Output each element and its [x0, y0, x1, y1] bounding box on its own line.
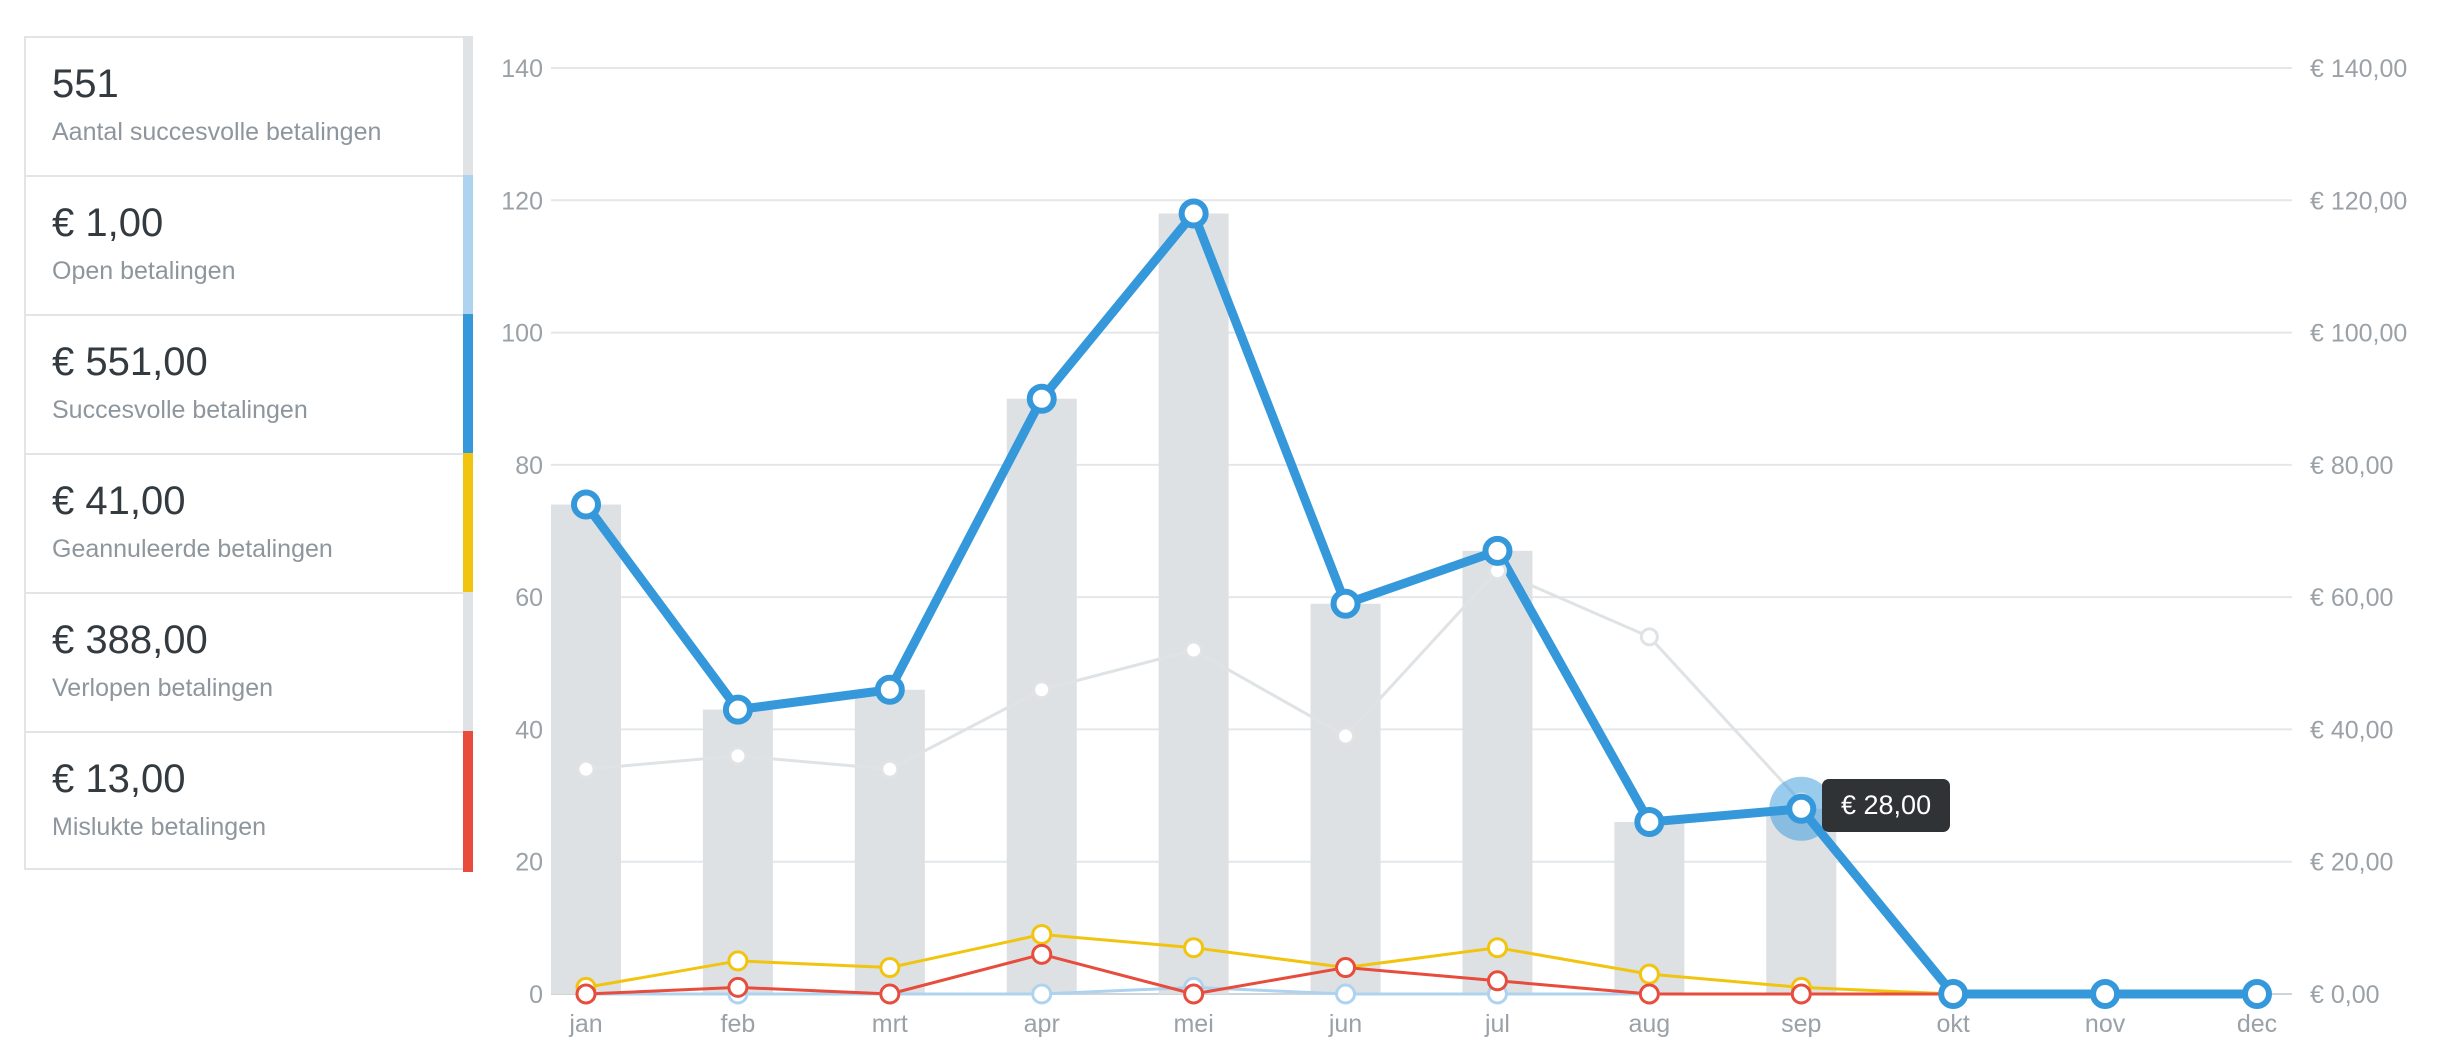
bar	[1310, 603, 1381, 994]
stat-color-indicator	[463, 731, 473, 872]
x-tick-label: jan	[568, 1010, 602, 1038]
data-point-failed	[879, 983, 901, 1005]
data-point-successful	[1482, 535, 1513, 566]
y2-tick-label: € 140,00	[2310, 55, 2407, 83]
x-tick-label: mei	[1173, 1010, 1213, 1038]
series-line-successful	[581, 209, 2262, 999]
stat-value: € 551,00	[52, 340, 208, 384]
data-point-successful	[571, 489, 601, 520]
y-tick-label: 40	[515, 716, 543, 744]
stat-color-indicator	[463, 175, 473, 314]
stat-label: Aantal succesvolle betalingen	[52, 118, 382, 146]
stat-value: € 41,00	[52, 479, 186, 523]
data-point-expired	[1184, 640, 1204, 660]
x-tick-label: apr	[1024, 1010, 1060, 1038]
stat-color-indicator	[463, 592, 473, 731]
x-tick-label: nov	[2085, 1010, 2126, 1038]
y-tick-label: 60	[515, 584, 543, 612]
data-point-failed	[1638, 983, 1660, 1005]
stat-label: Open betalingen	[52, 257, 236, 285]
y2-tick-label: € 120,00	[2310, 187, 2407, 215]
bar	[1158, 213, 1229, 994]
data-point-expired	[728, 746, 748, 766]
y2-tick-label: € 80,00	[2310, 452, 2393, 480]
y-tick-label: 140	[501, 55, 543, 83]
data-point-successful	[1786, 793, 1817, 824]
data-point-expired	[1639, 627, 1659, 647]
data-point-successful	[2090, 979, 2121, 1009]
y-tick-label: 120	[501, 187, 543, 215]
data-point-failed	[575, 983, 597, 1005]
data-point-successful	[1178, 198, 1209, 229]
data-point-successful	[722, 694, 753, 725]
x-tick-label: mrt	[872, 1010, 908, 1038]
y-tick-label: 20	[515, 849, 543, 877]
y2-tick-label: € 20,00	[2310, 849, 2393, 877]
stat-value: € 388,00	[52, 618, 208, 662]
expired-payments-card[interactable]: € 388,00 Verlopen betalingen	[26, 592, 473, 733]
data-point-failed	[1486, 970, 1508, 992]
y-tick-label: 100	[501, 320, 543, 348]
x-tick-label: dec	[2237, 1010, 2277, 1038]
stat-color-indicator	[463, 314, 473, 453]
data-point-expired	[1336, 726, 1356, 746]
data-point-failed	[1031, 943, 1053, 965]
y2-tick-label: € 100,00	[2310, 320, 2407, 348]
y-tick-label: 0	[529, 981, 543, 1009]
y-tick-label: 80	[515, 452, 543, 480]
stat-label: Geannuleerde betalingen	[52, 535, 333, 563]
stat-value: € 1,00	[52, 201, 164, 245]
stat-value: € 13,00	[52, 757, 186, 801]
stat-label: Succesvolle betalingen	[52, 396, 308, 424]
data-point-successful	[1330, 588, 1361, 619]
y2-tick-label: € 40,00	[2310, 716, 2393, 744]
successful-count-card[interactable]: 551 Aantal succesvolle betalingen	[26, 36, 473, 177]
data-point-canceled	[1486, 937, 1508, 959]
data-point-expired	[880, 759, 900, 779]
data-point-canceled	[1031, 923, 1053, 945]
x-tick-label: sep	[1781, 1010, 1821, 1038]
data-point-canceled	[1638, 963, 1660, 985]
y2-tick-label: € 60,00	[2310, 584, 2393, 612]
failed-payments-card[interactable]: € 13,00 Mislukte betalingen	[26, 731, 473, 872]
x-tick-label: aug	[1629, 1010, 1671, 1038]
stat-color-indicator	[463, 36, 473, 175]
stat-color-indicator	[463, 453, 473, 592]
data-point-open	[1335, 983, 1357, 1005]
data-point-open	[1031, 983, 1053, 1005]
x-tick-label: jun	[1328, 1010, 1362, 1038]
x-tick-label: feb	[721, 1010, 756, 1038]
chart-tooltip: € 28,00	[1822, 779, 1951, 832]
data-point-successful	[1938, 979, 1969, 1009]
data-point-failed	[1183, 983, 1205, 1005]
bar	[854, 689, 925, 994]
data-point-expired	[1032, 680, 1052, 700]
data-point-successful	[1634, 807, 1665, 838]
data-point-successful	[2242, 979, 2272, 1009]
stat-value: 551	[52, 62, 119, 106]
data-point-canceled	[727, 950, 749, 972]
data-point-failed	[1335, 957, 1357, 979]
y2-tick-label: € 0,00	[2310, 981, 2380, 1009]
x-tick-label: jul	[1484, 1010, 1510, 1038]
data-point-failed	[727, 976, 749, 998]
data-point-successful	[1026, 383, 1057, 414]
stat-label: Mislukte betalingen	[52, 813, 267, 841]
series-line-canceled	[584, 932, 1955, 996]
canceled-payments-card[interactable]: € 41,00 Geannuleerde betalingen	[26, 453, 473, 594]
data-point-failed	[1790, 983, 1812, 1005]
successful-payments-card[interactable]: € 551,00 Succesvolle betalingen	[26, 314, 473, 455]
open-payments-card[interactable]: € 1,00 Open betalingen	[26, 175, 473, 316]
data-point-canceled	[1183, 937, 1205, 959]
data-point-canceled	[879, 957, 901, 979]
series-line-failed	[584, 952, 2259, 996]
stats-panel: 551 Aantal succesvolle betalingen € 1,00 Op…	[24, 36, 473, 872]
bar	[1462, 550, 1533, 994]
data-point-expired	[576, 759, 596, 779]
bar	[551, 504, 621, 994]
x-tick-label: okt	[1937, 1010, 1970, 1038]
data-point-successful	[874, 674, 905, 705]
stat-label: Verlopen betalingen	[52, 674, 274, 702]
